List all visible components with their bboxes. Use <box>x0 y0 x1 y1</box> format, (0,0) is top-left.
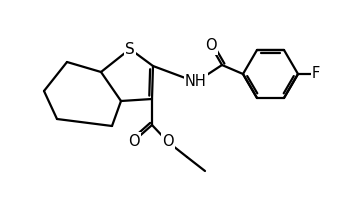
Text: S: S <box>125 42 135 57</box>
Text: O: O <box>128 134 140 149</box>
Text: O: O <box>205 38 217 53</box>
Text: F: F <box>312 67 320 82</box>
Text: O: O <box>162 135 174 150</box>
Text: NH: NH <box>185 74 207 89</box>
